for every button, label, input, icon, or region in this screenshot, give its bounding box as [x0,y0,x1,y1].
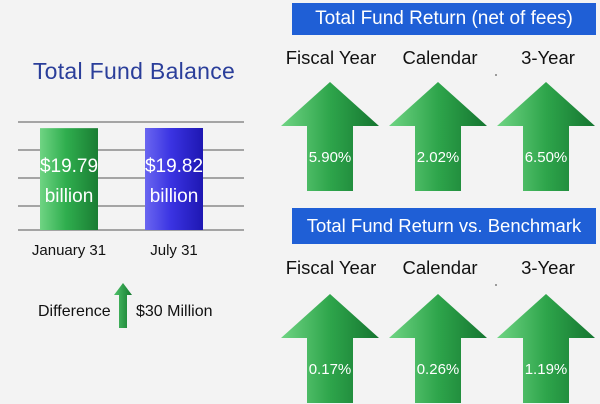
chart-bars [40,128,203,230]
up-arrow-icon [281,82,379,191]
vs-benchmark-value: 0.26% [417,361,460,378]
header-fiscal-year: Fiscal Year [285,257,377,278]
vs-benchmark-arrow-2: 1.19% [497,294,595,403]
chart-bar-labels: $19.79 billion $19.82 billion [40,156,203,207]
up-arrow-icon [389,82,487,191]
bar-value-label: $19.79 [40,156,98,177]
header-calendar: Calendar [402,47,478,68]
category-label: July 31 [150,242,198,259]
bar-unit-label: billion [45,186,94,207]
category-label: January 31 [32,242,106,259]
fund-return-arrow-0: 5.90% [281,82,379,191]
divider-dot [495,74,497,76]
vs-benchmark-banner: Total Fund Return vs. Benchmark [292,208,596,244]
difference-value: $30 Million [136,303,213,320]
fund-return-banner: Total Fund Return (net of fees) [292,3,596,35]
balance-bar-chart: $19.79 billion $19.82 billion January 31 Jul… [18,121,244,259]
vs-benchmark-value: 0.17% [309,361,352,378]
up-arrow-icon [497,294,595,403]
balance-title: Total Fund Balance [32,58,236,84]
fund-return-value: 5.90% [309,149,352,166]
header-3-year: 3-Year [521,257,575,278]
bar-value-label: $19.82 [145,156,203,177]
fund-return-arrow-2: 6.50% [497,82,595,191]
bar-january-31 [40,128,98,230]
up-arrow-icon [114,283,132,328]
header-fiscal-year: Fiscal Year [285,47,377,68]
difference-label: Difference [38,303,111,320]
fund-return-value: 6.50% [525,149,568,166]
vs-benchmark-arrow-0: 0.17% [281,294,379,403]
up-arrow-icon [281,294,379,403]
fund-return-value: 2.02% [417,149,460,166]
fund-return-arrow-1: 2.02% [389,82,487,191]
chart-category-labels: January 31 July 31 [32,242,198,259]
bar-july-31 [145,128,203,230]
header-calendar: Calendar [402,257,478,278]
bar-unit-label: billion [150,186,199,207]
divider-dot [495,284,497,286]
header-3-year: 3-Year [521,47,575,68]
up-arrow-icon [497,82,595,191]
vs-benchmark-arrow-1: 0.26% [389,294,487,403]
vs-benchmark-value: 1.19% [525,361,568,378]
up-arrow-icon [389,294,487,403]
